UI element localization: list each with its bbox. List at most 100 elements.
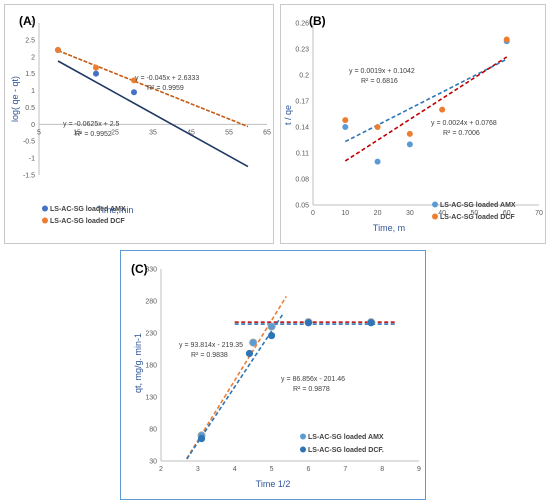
- y-tick-label: 1: [31, 88, 35, 95]
- data-point: [374, 158, 381, 165]
- chart-title: (B): [309, 14, 326, 28]
- x-tick-label: 55: [225, 129, 233, 136]
- y-tick-label: 2: [31, 54, 35, 61]
- y-tick-label: 0.5: [25, 105, 35, 112]
- data-point: [245, 349, 254, 358]
- data-point: [503, 36, 510, 43]
- y-tick-label: -1.5: [23, 173, 35, 180]
- y-tick-label: 280: [145, 299, 157, 306]
- data-point: [267, 322, 276, 331]
- y-tick-label: 30: [149, 459, 157, 466]
- x-tick-label: 50: [471, 210, 479, 217]
- y-axis-label: t / qe: [283, 105, 293, 125]
- r-squared-label: R² = 0.7006: [443, 130, 480, 137]
- chart-c-svg: (C) 30 80 130 180 230 280 330 2 3 4 5 6 7 8 9 Time 1/2 qt…: [131, 262, 421, 489]
- x-axis-label: Time,min: [97, 205, 134, 215]
- y-tick-label: 3: [31, 21, 35, 28]
- r-squared-label: R² = 0.9952: [75, 131, 112, 138]
- y-tick-label: 0.23: [295, 47, 309, 54]
- x-axis-label: Time 1/2: [256, 479, 291, 489]
- chart-panel-b: (B) 0.05 0.08 0.11 0.14 0.17 0.2 0.23 0.26 0 10 20 3…: [280, 4, 546, 244]
- legend-marker: [42, 217, 48, 224]
- legend-marker: [300, 433, 306, 440]
- y-tick-label: 0: [31, 122, 35, 129]
- y-tick-label: 230: [145, 331, 157, 338]
- y-tick-label: 130: [145, 395, 157, 402]
- y-tick-label: -1: [29, 156, 35, 163]
- legend-entry: LS-AC-SG loaded AMX: [440, 202, 516, 209]
- x-tick-label: 70: [535, 210, 543, 217]
- r-squared-label: R² = 0.6816: [361, 78, 398, 85]
- legend-marker: [432, 201, 438, 208]
- r-squared-label: R² = 0.9838: [191, 352, 228, 359]
- chart-b-svg: (B) 0.05 0.08 0.11 0.14 0.17 0.2 0.23 0.26 0 10 20 3…: [283, 14, 543, 233]
- legend-entry: LS-AC-SG loaded DCF: [440, 214, 515, 221]
- chart-a-svg: (A)-1.5-1-0.500.511.522.535 15 25 35 45 55 65T…: [10, 14, 271, 225]
- trendline: [57, 49, 249, 128]
- y-axis-label: qt, mg/g. min-1: [133, 333, 143, 393]
- data-point: [367, 319, 375, 327]
- y-tick-label: 80: [149, 427, 157, 434]
- trendline: [57, 60, 249, 168]
- y-tick-label: -0.5: [23, 139, 35, 146]
- x-tick-label: 0: [311, 210, 315, 217]
- equation-label: y = 0.0024x + 0.0768: [431, 120, 497, 127]
- y-tick-label: 0.08: [295, 177, 309, 184]
- data-point: [374, 124, 381, 130]
- y-tick-label: 0.14: [295, 125, 309, 132]
- legend-entry: LS-AC-SG loaded AMX: [308, 434, 384, 441]
- legend-entry: LS-AC-SG loaded AMX: [50, 206, 126, 213]
- r-squared-label: R² = 0.9878: [293, 386, 330, 393]
- x-tick-label: 7: [343, 466, 347, 473]
- chart-title: (C): [131, 262, 148, 276]
- data-point: [93, 64, 99, 71]
- data-point: [342, 117, 349, 124]
- y-tick-label: 1.5: [25, 71, 35, 78]
- x-tick-label: 5: [37, 129, 41, 136]
- x-tick-label: 5: [270, 466, 274, 473]
- data-point: [304, 319, 313, 327]
- data-point: [249, 338, 258, 347]
- x-tick-label: 45: [187, 129, 195, 136]
- data-point: [131, 77, 137, 84]
- x-tick-label: 10: [341, 210, 349, 217]
- x-tick-label: 2: [159, 466, 163, 473]
- y-axis-label: log( qe - qt): [10, 76, 20, 122]
- x-tick-label: 20: [374, 210, 382, 217]
- y-tick-label: 2.5: [25, 37, 35, 44]
- equation-label: y = 93.814x - 219.35: [179, 342, 243, 349]
- equation-label: y = -0.045x + 2.6333: [135, 75, 199, 82]
- data-point: [439, 106, 446, 113]
- equation-label: y = 86.856x - 201.46: [281, 376, 345, 383]
- x-tick-label: 35: [149, 129, 157, 136]
- chart-panel-c: (C) 30 80 130 180 230 280 330 2 3 4 5 6 7 8 9 Time 1/2 qt…: [120, 250, 426, 500]
- data-point: [93, 70, 99, 77]
- x-tick-label: 65: [263, 129, 271, 136]
- legend-entry: LS-AC-SG loaded DCF: [50, 218, 125, 225]
- y-tick-label: 0.17: [295, 99, 309, 106]
- x-tick-label: 40: [438, 210, 446, 217]
- y-tick-label: 180: [145, 363, 157, 370]
- y-tick-label: 330: [145, 267, 157, 274]
- x-tick-label: 9: [417, 466, 421, 473]
- x-tick-label: 6: [306, 466, 310, 473]
- chart-panel-a: (A) -1.5 -1 -0.5 0 0.5 1 1.5 2 2.5 3 5 15 25 35 45 55 65 T…: [4, 4, 274, 244]
- data-point: [342, 124, 349, 130]
- x-tick-label: 15: [73, 129, 81, 136]
- legend-marker: [42, 205, 48, 212]
- data-point: [55, 47, 61, 54]
- equation-label: y = -0.0625x + 2.5: [63, 121, 120, 128]
- x-axis-label: Time, m: [373, 223, 405, 233]
- r-squared-label: R² = 0.9959: [147, 85, 184, 92]
- y-tick-label: 0.2: [299, 73, 309, 80]
- equation-label: y = 0.0019x + 0.1042: [349, 68, 415, 75]
- y-tick-label: 0.11: [296, 151, 309, 158]
- x-tick-label: 25: [111, 129, 119, 136]
- x-tick-label: 4: [233, 466, 237, 473]
- data-point: [197, 435, 206, 443]
- trendline: [344, 58, 508, 143]
- legend-marker: [300, 446, 306, 453]
- x-tick-label: 3: [196, 466, 200, 473]
- legend-marker: [432, 213, 438, 220]
- data-point: [406, 141, 413, 148]
